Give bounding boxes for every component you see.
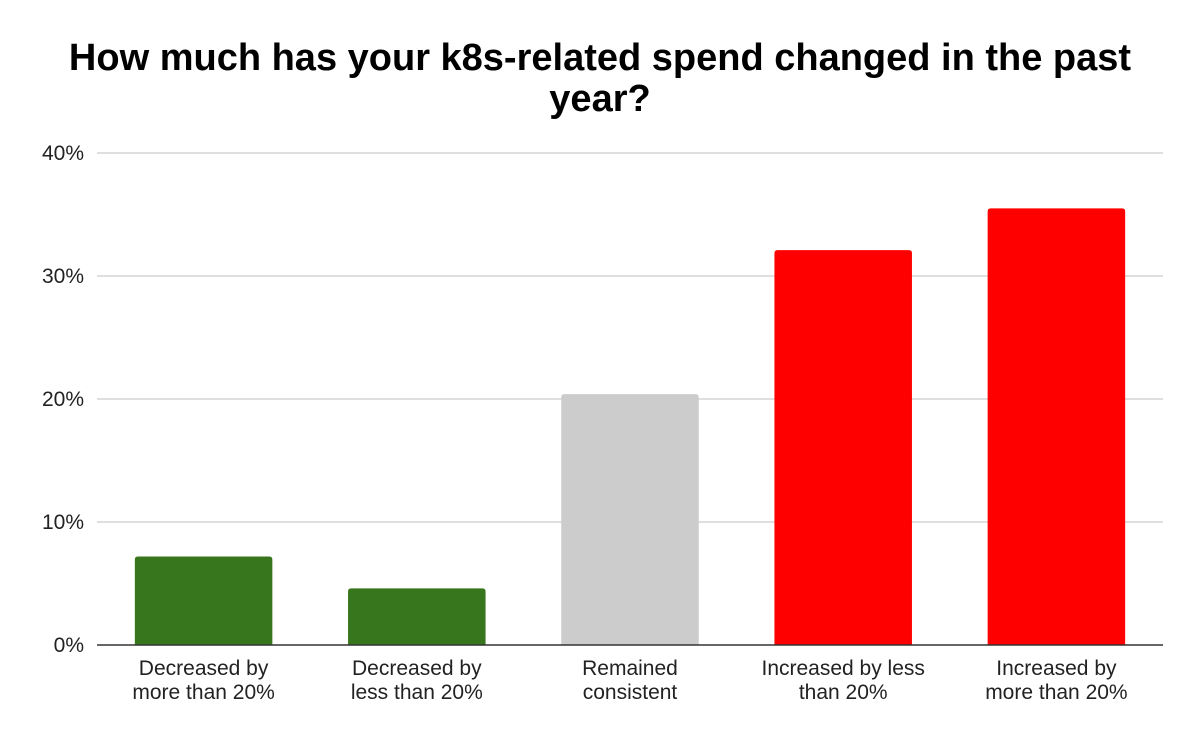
y-tick-label: 30% — [42, 265, 84, 288]
chart-title-line-2: year? — [549, 78, 650, 120]
category-label: Remained — [582, 657, 678, 680]
category-label: consistent — [583, 681, 678, 704]
bar-1 — [134, 556, 273, 645]
bar-2 — [348, 588, 486, 645]
category-label: Increased by — [996, 657, 1117, 680]
bar-3 — [561, 394, 699, 645]
y-tick-label: 0% — [54, 634, 84, 657]
chart-title-line-1: How much has your k8s-related spend chan… — [69, 37, 1131, 79]
y-tick-label: 20% — [42, 388, 84, 411]
category-label: more than 20% — [132, 681, 274, 704]
bar-4 — [774, 250, 912, 646]
category-label: Decreased by — [352, 657, 482, 680]
y-tick-label: 40% — [42, 142, 84, 165]
bar-5 — [987, 208, 1126, 645]
chart-title: How much has your k8s-related spend chan… — [69, 37, 1131, 120]
y-tick-label: 10% — [42, 511, 84, 534]
bars — [134, 208, 1126, 646]
category-label: more than 20% — [985, 681, 1127, 704]
y-axis-ticks: 0% 10% 20% 30% 40% — [42, 142, 84, 657]
category-label: less than 20% — [351, 681, 483, 704]
category-label: Increased by less — [761, 657, 924, 680]
category-label: Decreased by — [139, 657, 269, 680]
category-label: than 20% — [799, 681, 888, 704]
